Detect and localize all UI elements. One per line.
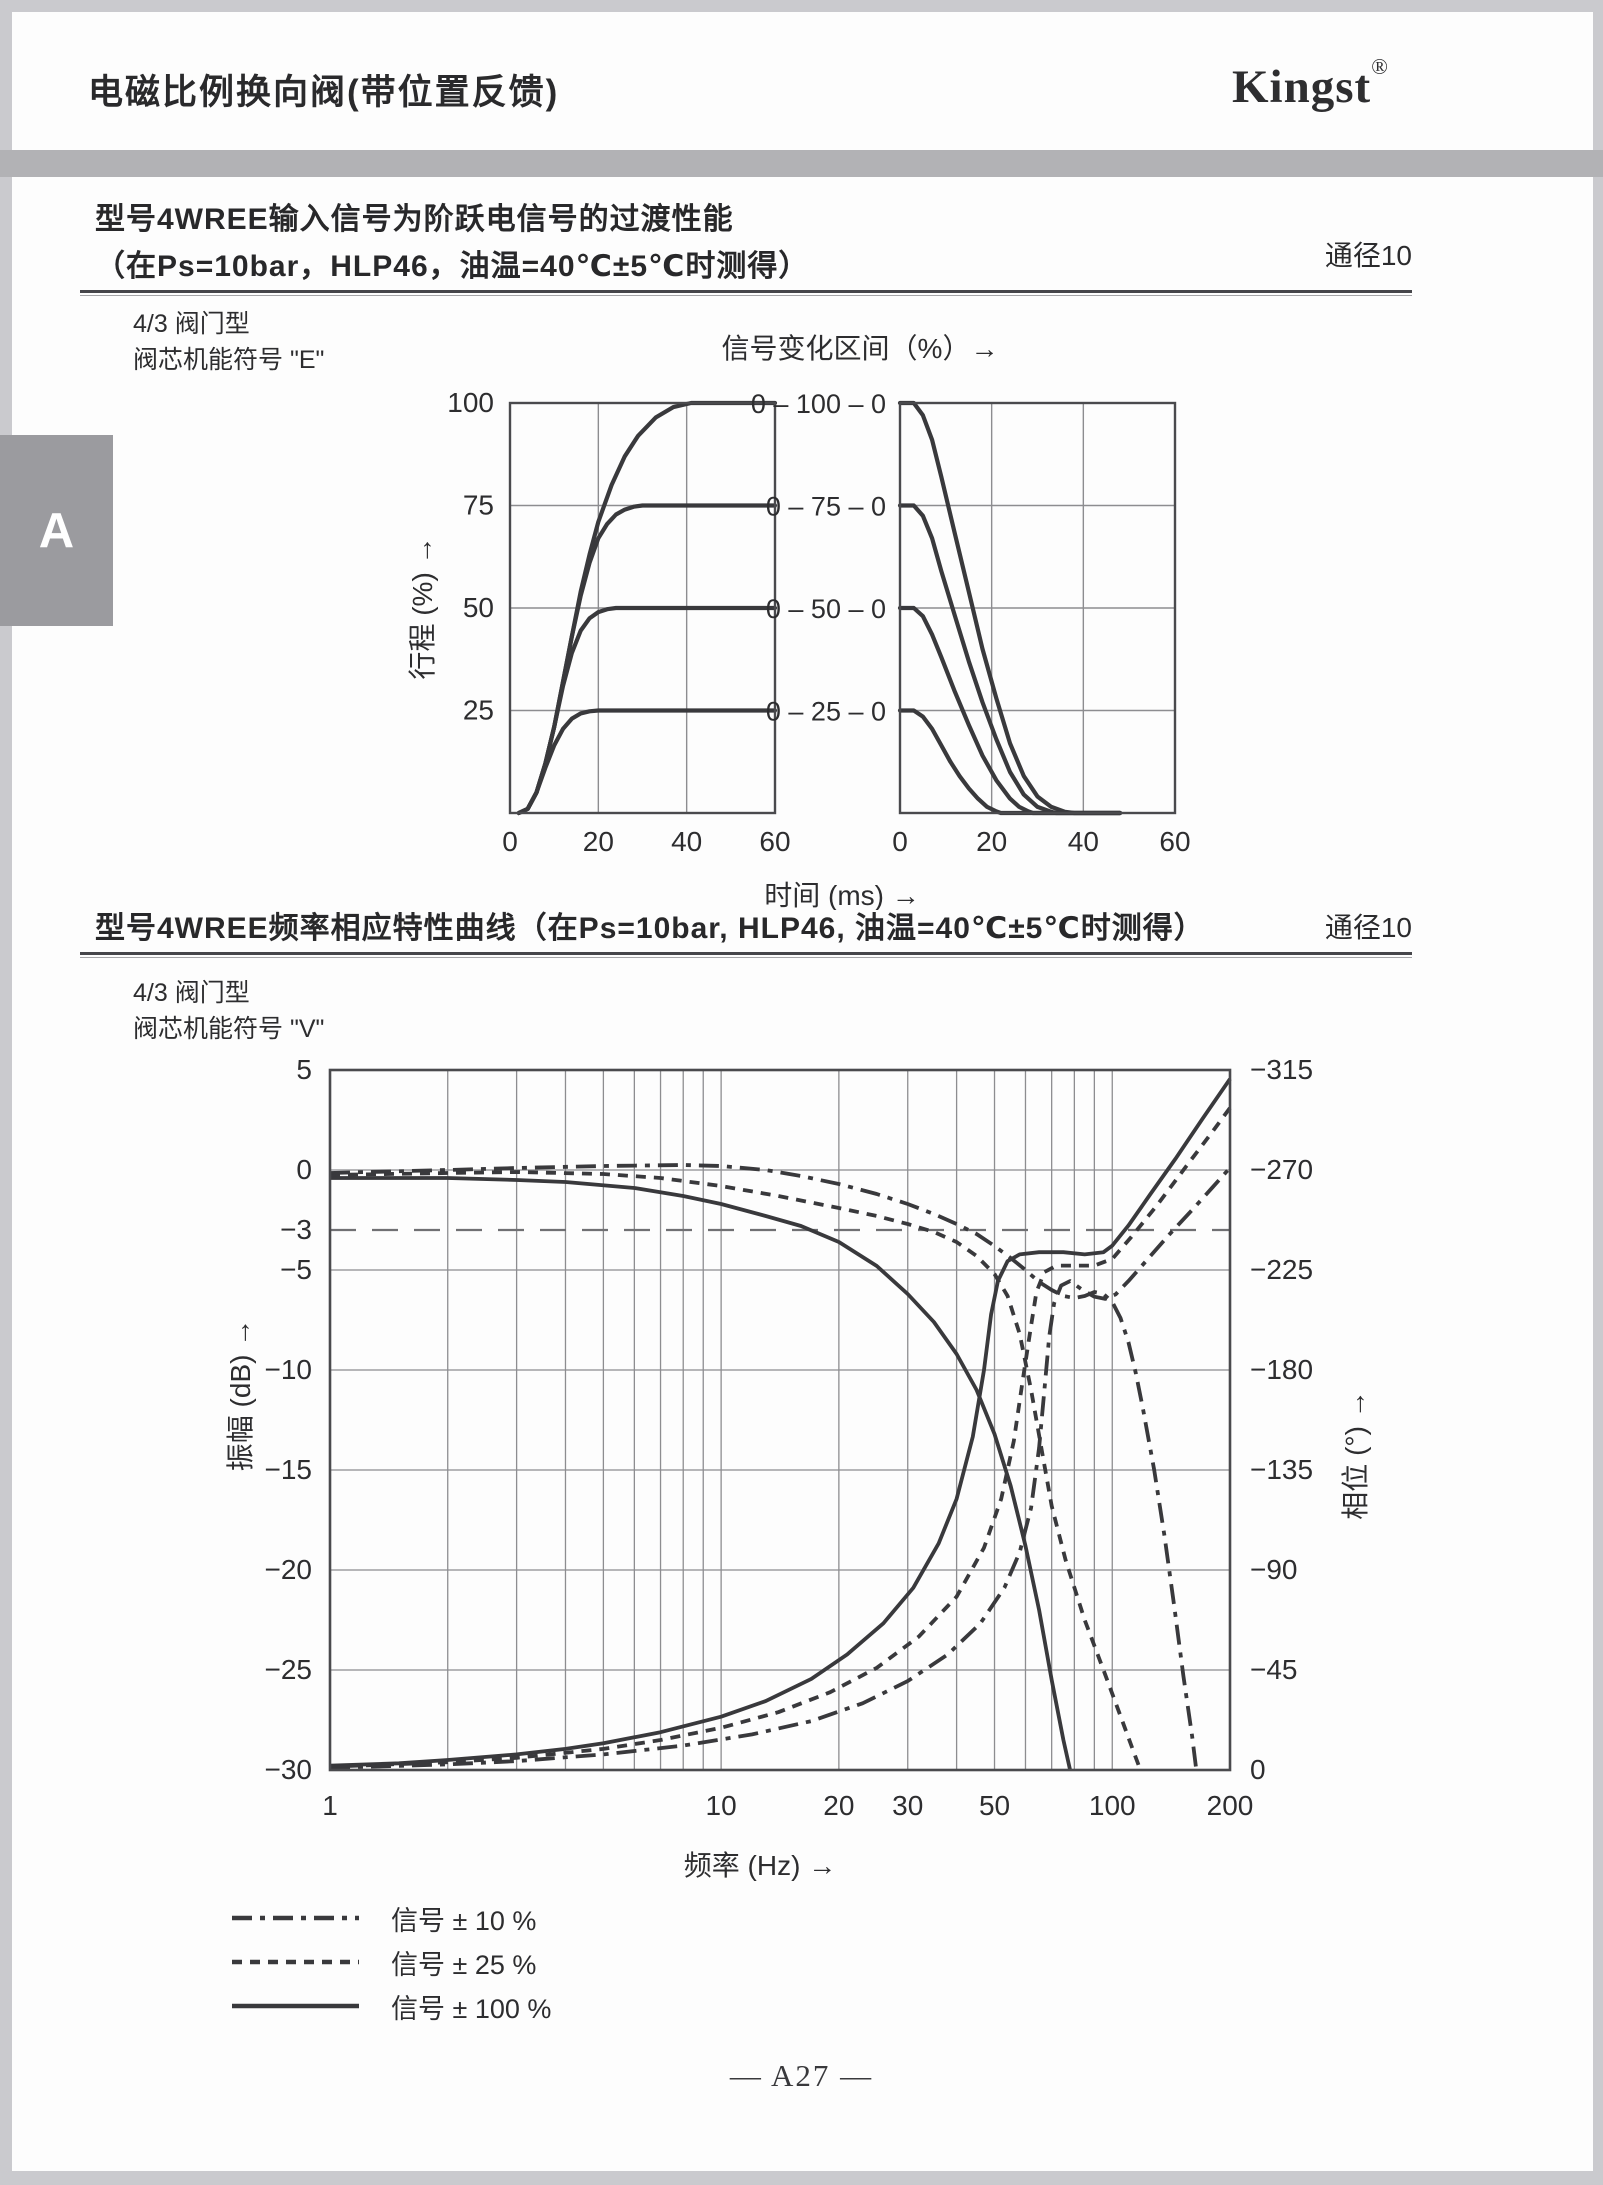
legend-row-dashed: 信号 ± 25 % <box>228 1940 551 1984</box>
step-from-25-curve <box>897 708 1123 816</box>
amplitude-tick-label: 0 <box>296 1154 312 1185</box>
signal-range-label: 0 – 75 – 0 <box>766 492 886 522</box>
step-response-chart: 0 20 40 60 0 20 40 60 100 75 50 25 0 – 100 – 0 0 – 75… <box>407 333 1191 910</box>
page-background <box>12 12 1593 2171</box>
phase-axis-label: 相位 (°) → <box>1340 1390 1371 1519</box>
step-chart-title: 信号变化区间（%）→ <box>722 333 999 364</box>
frequency-tick-label: 50 <box>979 1790 1010 1821</box>
amplitude-signal-25-curve <box>329 1170 1143 1771</box>
section2-title: 型号4WREE频率相应特性曲线（在Ps=10bar, HLP46, 油温=40℃… <box>95 912 1205 945</box>
phase-tick-label: −90 <box>1250 1554 1298 1585</box>
x-tick-label: 20 <box>583 826 614 857</box>
section2-spool-code: 阀芯机能符号 "V" <box>133 1015 325 1043</box>
section1-title-line1: 型号4WREE输入信号为阶跃电信号的过渡性能 <box>95 203 734 236</box>
amplitude-tick-label: −3 <box>280 1214 312 1245</box>
y-tick-label: 100 <box>447 387 494 418</box>
y-axis-label: 行程 (%) → <box>407 536 438 679</box>
phase-tick-label: −180 <box>1250 1354 1313 1385</box>
footer-page-number: — A27 — <box>729 2058 874 2093</box>
y-tick-label: 50 <box>463 592 494 623</box>
amplitude-tick-label: 5 <box>296 1054 312 1085</box>
section1-underline <box>80 290 1412 296</box>
frequency-tick-label: 20 <box>823 1790 854 1821</box>
section1-valve-info: 4/3 阀门型 阀芯机能符号 "E" <box>133 306 324 378</box>
legend-label: 信号 ± 100 % <box>391 1993 552 2024</box>
legend-row-dashdot: 信号 ± 10 % <box>228 1896 551 1940</box>
step-from-100-curve <box>897 400 1123 816</box>
bode-legend: 信号 ± 10 % 信号 ± 25 % 信号 ± 100 % <box>228 1896 551 2028</box>
step-to-25-curve <box>516 708 778 816</box>
phase-tick-label: −45 <box>1250 1654 1298 1685</box>
legend-line-sample-dashdot <box>232 1915 359 1921</box>
step-to-75-curve <box>516 503 778 816</box>
signal-range-label: 0 – 100 – 0 <box>751 389 886 419</box>
signal-range-label: 0 – 50 – 0 <box>766 594 886 624</box>
x-tick-label: 60 <box>759 826 790 857</box>
plot-border <box>328 1068 1232 1772</box>
frequency-tick-label: 100 <box>1089 1790 1136 1821</box>
amplitude-tick-label: −10 <box>265 1354 313 1385</box>
x-tick-label: 40 <box>1068 826 1099 857</box>
chapter-tab: A <box>0 435 113 626</box>
frequency-axis-label: 频率 (Hz) → <box>684 1850 836 1881</box>
bode-curves <box>329 1077 1232 1771</box>
frequency-tick-label: 30 <box>892 1790 923 1821</box>
phase-tick-label: 0 <box>1250 1754 1266 1785</box>
phase-signal-25-curve <box>329 1106 1232 1769</box>
phase-signal-100-curve <box>329 1077 1232 1768</box>
panel-border <box>898 401 1177 815</box>
bode-chart: 50−3−5−10−15−20−25−30−315−270−225−180−13… <box>225 1054 1371 1881</box>
section2-valve-type: 4/3 阀门型 <box>133 979 250 1007</box>
legend-label: 信号 ± 25 % <box>391 1949 537 1980</box>
amplitude-signal-100-curve <box>330 1176 1072 1771</box>
x-axis-label: 时间 (ms) → <box>764 880 920 910</box>
section2-pipe-size: 通径10 <box>1324 912 1412 943</box>
phase-tick-label: −135 <box>1250 1454 1313 1485</box>
panel-border <box>508 401 777 815</box>
frequency-tick-label: 1 <box>322 1790 338 1821</box>
amplitude-axis-label: 振幅 (dB) → <box>225 1319 256 1471</box>
phase-signal-10-curve <box>329 1166 1232 1770</box>
x-tick-label: 0 <box>502 826 518 857</box>
x-tick-label: 60 <box>1159 826 1190 857</box>
y-tick-label: 75 <box>463 490 494 521</box>
step-from-50-curve <box>897 605 1123 816</box>
brand-logo: Kingst® <box>1232 54 1422 114</box>
x-tick-label: 40 <box>671 826 702 857</box>
section1-spool-code: 阀芯机能符号 "E" <box>133 346 325 374</box>
legend-label: 信号 ± 10 % <box>391 1905 537 1936</box>
registered-trademark-icon: ® <box>1371 54 1389 79</box>
section1-valve-type: 4/3 阀门型 <box>133 310 250 338</box>
signal-range-label: 0 – 25 – 0 <box>766 697 886 727</box>
amplitude-signal-10-curve <box>329 1163 1199 1771</box>
frequency-tick-label: 200 <box>1207 1790 1254 1821</box>
frequency-tick-label: 10 <box>706 1790 737 1821</box>
legend-row-solid: 信号 ± 100 % <box>228 1984 551 2028</box>
amplitude-tick-label: −20 <box>265 1554 313 1585</box>
phase-tick-label: −225 <box>1250 1254 1313 1285</box>
section1-title-line2: （在Ps=10bar，HLP46，油温=40℃±5℃时测得） <box>95 250 810 283</box>
amplitude-tick-label: −25 <box>265 1654 313 1685</box>
section2-valve-info: 4/3 阀门型 阀芯机能符号 "V" <box>133 975 324 1047</box>
page-title: 电磁比例换向阀(带位置反馈) <box>88 73 560 112</box>
x-tick-label: 0 <box>892 826 908 857</box>
amplitude-tick-label: −15 <box>265 1454 313 1485</box>
legend-line-sample-solid <box>232 2003 359 2009</box>
legend-line-sample-dashed <box>232 1959 359 1965</box>
section2-underline <box>80 952 1412 958</box>
section1-pipe-size: 通径10 <box>1324 240 1412 271</box>
header-divider-bar <box>0 150 1603 177</box>
x-tick-label: 20 <box>976 826 1007 857</box>
brand-name: Kingst <box>1232 61 1372 113</box>
y-tick-label: 25 <box>463 695 494 726</box>
amplitude-tick-label: −30 <box>265 1754 313 1785</box>
step-from-75-curve <box>897 503 1123 816</box>
section1-title: 型号4WREE输入信号为阶跃电信号的过渡性能 （在Ps=10bar，HLP46，… <box>95 196 1195 290</box>
phase-tick-label: −315 <box>1250 1054 1313 1085</box>
amplitude-tick-label: −5 <box>280 1254 312 1285</box>
phase-tick-label: −270 <box>1250 1154 1313 1185</box>
